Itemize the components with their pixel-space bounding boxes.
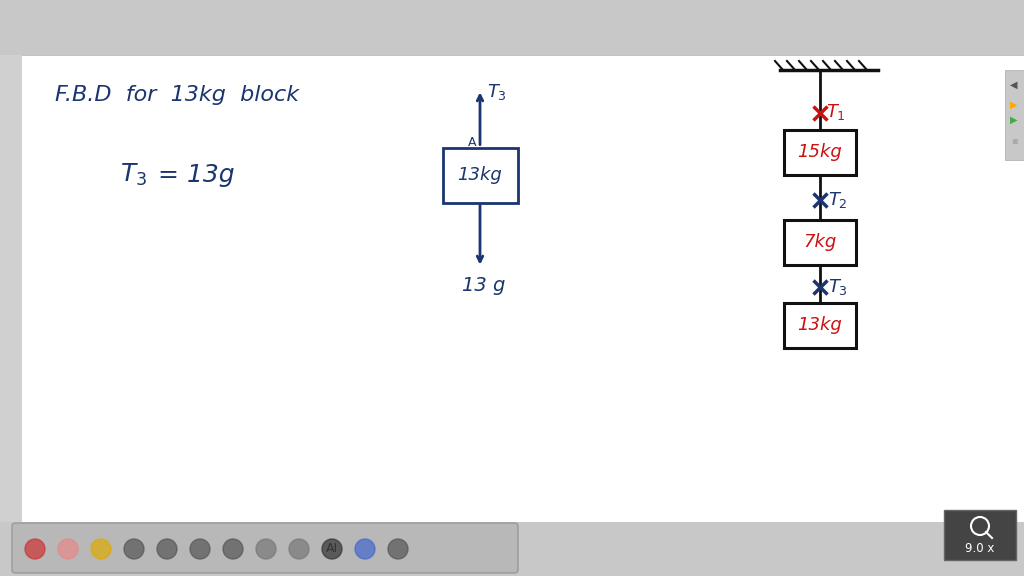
Bar xyxy=(0,55,22,522)
Text: 13 g: 13 g xyxy=(462,276,506,295)
Text: F.B.D  for  13kg  block: F.B.D for 13kg block xyxy=(55,85,299,105)
Circle shape xyxy=(25,539,45,559)
Text: 15kg: 15kg xyxy=(798,143,843,161)
Bar xyxy=(0,522,1024,576)
Text: $T_1$: $T_1$ xyxy=(826,102,846,122)
Bar xyxy=(944,510,1016,560)
Bar xyxy=(0,0,1024,55)
Text: $T_3$: $T_3$ xyxy=(487,81,507,101)
Bar xyxy=(784,219,856,264)
Text: A: A xyxy=(468,136,476,149)
Bar xyxy=(784,130,856,175)
Circle shape xyxy=(388,539,408,559)
Bar xyxy=(0,55,1024,522)
Text: $T_3$: $T_3$ xyxy=(828,277,848,297)
Circle shape xyxy=(256,539,276,559)
Circle shape xyxy=(124,539,144,559)
Bar xyxy=(1005,70,1024,160)
FancyBboxPatch shape xyxy=(12,523,518,573)
Circle shape xyxy=(91,539,111,559)
Text: ▶: ▶ xyxy=(1011,100,1018,110)
Circle shape xyxy=(223,539,243,559)
Bar xyxy=(784,302,856,347)
Circle shape xyxy=(355,539,375,559)
Text: 9.0 x: 9.0 x xyxy=(966,541,994,555)
Text: = 13g: = 13g xyxy=(158,163,234,187)
Circle shape xyxy=(322,539,342,559)
Text: 13kg: 13kg xyxy=(798,316,843,334)
Text: ▪: ▪ xyxy=(1011,135,1017,145)
Text: AI: AI xyxy=(326,543,338,555)
Text: 13kg: 13kg xyxy=(458,166,503,184)
Text: ▶: ▶ xyxy=(1011,115,1018,125)
Circle shape xyxy=(157,539,177,559)
Circle shape xyxy=(190,539,210,559)
Text: $T_2$: $T_2$ xyxy=(828,190,848,210)
Text: 7kg: 7kg xyxy=(804,233,837,251)
Bar xyxy=(442,147,517,203)
Text: $T_3$: $T_3$ xyxy=(120,162,147,188)
Circle shape xyxy=(289,539,309,559)
Text: ◀: ◀ xyxy=(1011,80,1018,90)
Circle shape xyxy=(58,539,78,559)
